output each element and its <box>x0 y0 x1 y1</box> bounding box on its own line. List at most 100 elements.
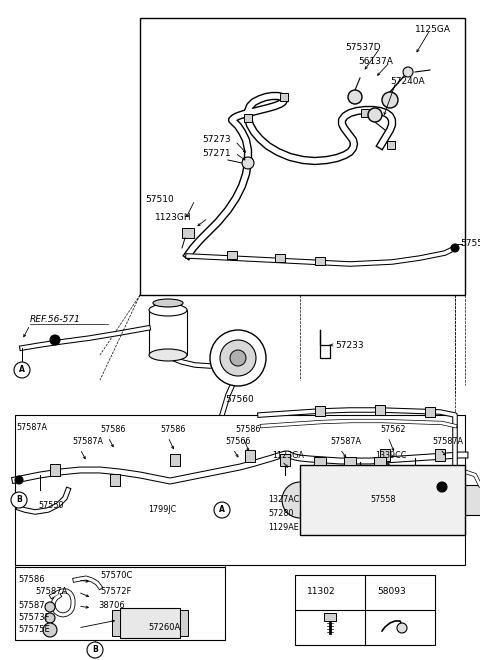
Circle shape <box>282 482 318 518</box>
Circle shape <box>50 335 60 345</box>
Text: 1327AC: 1327AC <box>268 496 299 504</box>
Text: B: B <box>16 496 22 504</box>
Text: 57558: 57558 <box>460 240 480 249</box>
Bar <box>180 610 188 636</box>
Text: 57510: 57510 <box>145 195 174 205</box>
Text: REF.56-571: REF.56-571 <box>30 315 81 325</box>
Circle shape <box>15 476 23 484</box>
Text: A: A <box>19 366 25 374</box>
Bar <box>380 449 390 461</box>
Text: B: B <box>92 645 98 655</box>
Text: 1799JC: 1799JC <box>148 506 176 515</box>
Text: 57587A: 57587A <box>72 438 103 447</box>
Text: 57233: 57233 <box>335 341 364 350</box>
Text: 56137A: 56137A <box>358 57 393 67</box>
Ellipse shape <box>153 299 183 307</box>
Text: 57586: 57586 <box>235 426 260 434</box>
Bar <box>315 257 325 265</box>
Text: 57587A: 57587A <box>432 438 463 447</box>
Bar <box>344 457 356 465</box>
Bar <box>50 464 60 476</box>
Bar <box>15 567 225 640</box>
Text: 57586: 57586 <box>100 426 125 434</box>
Text: 57586: 57586 <box>160 426 185 434</box>
Circle shape <box>45 613 55 623</box>
Circle shape <box>397 623 407 633</box>
Bar <box>182 228 194 238</box>
Bar <box>245 450 255 462</box>
Bar <box>275 254 285 262</box>
Circle shape <box>220 340 256 376</box>
Text: 1129AE: 1129AE <box>268 523 299 533</box>
Text: 57537D: 57537D <box>345 44 381 53</box>
Circle shape <box>87 642 103 658</box>
Text: 58093: 58093 <box>377 587 406 595</box>
Circle shape <box>45 602 55 612</box>
Bar <box>465 485 480 515</box>
Text: 57240A: 57240A <box>390 77 425 86</box>
Bar <box>280 93 288 101</box>
Bar <box>227 251 237 259</box>
Bar <box>435 449 445 461</box>
Circle shape <box>43 623 57 637</box>
Bar <box>170 454 180 466</box>
Text: 11302: 11302 <box>307 587 336 595</box>
Bar <box>375 405 385 415</box>
Bar <box>110 474 120 486</box>
Text: 57550: 57550 <box>38 500 63 510</box>
Text: 57587A: 57587A <box>330 438 361 447</box>
Text: 1123GH: 1123GH <box>155 213 192 222</box>
Circle shape <box>368 108 382 122</box>
Bar <box>280 454 290 466</box>
Circle shape <box>348 90 362 104</box>
Bar <box>244 158 252 166</box>
Circle shape <box>403 67 413 77</box>
Text: 57572F: 57572F <box>100 587 132 597</box>
Text: 57566: 57566 <box>225 438 251 447</box>
Text: 57575E: 57575E <box>18 626 50 634</box>
Circle shape <box>451 244 459 252</box>
Text: 57573F: 57573F <box>18 614 49 622</box>
Text: 38706: 38706 <box>98 601 125 610</box>
Bar <box>425 407 435 417</box>
Circle shape <box>242 157 254 169</box>
Bar <box>324 613 336 621</box>
Circle shape <box>437 482 447 492</box>
Bar <box>140 18 465 295</box>
Circle shape <box>230 350 246 366</box>
Text: 1125GA: 1125GA <box>415 26 451 34</box>
Bar <box>315 406 325 416</box>
Circle shape <box>214 502 230 518</box>
Text: 57587: 57587 <box>18 601 45 609</box>
Circle shape <box>210 330 266 386</box>
Text: 57558: 57558 <box>370 496 396 504</box>
Bar <box>112 610 120 636</box>
Ellipse shape <box>149 304 187 316</box>
Circle shape <box>382 92 398 108</box>
Bar <box>374 457 386 465</box>
Bar <box>314 457 326 465</box>
Ellipse shape <box>149 349 187 361</box>
Text: A: A <box>219 506 225 515</box>
Circle shape <box>14 362 30 378</box>
Bar <box>15 415 465 565</box>
Bar <box>295 575 435 645</box>
Text: 57586: 57586 <box>18 576 45 585</box>
Text: 1339CC: 1339CC <box>375 451 407 459</box>
Text: 57273: 57273 <box>202 135 230 145</box>
Text: 57271: 57271 <box>202 148 230 158</box>
Bar <box>244 114 252 122</box>
Bar <box>149 310 187 355</box>
Text: 57587A: 57587A <box>16 422 47 432</box>
Text: 57570C: 57570C <box>100 572 132 581</box>
Text: 57587A: 57587A <box>35 587 67 597</box>
Bar <box>387 141 395 149</box>
Bar <box>300 465 465 535</box>
Bar <box>120 608 180 638</box>
Text: 57562: 57562 <box>380 426 406 434</box>
Text: 57280: 57280 <box>268 508 293 517</box>
Text: 1123GA: 1123GA <box>272 451 304 459</box>
Circle shape <box>11 492 27 508</box>
Text: 57560: 57560 <box>225 395 254 405</box>
Text: 57260A: 57260A <box>148 622 180 632</box>
